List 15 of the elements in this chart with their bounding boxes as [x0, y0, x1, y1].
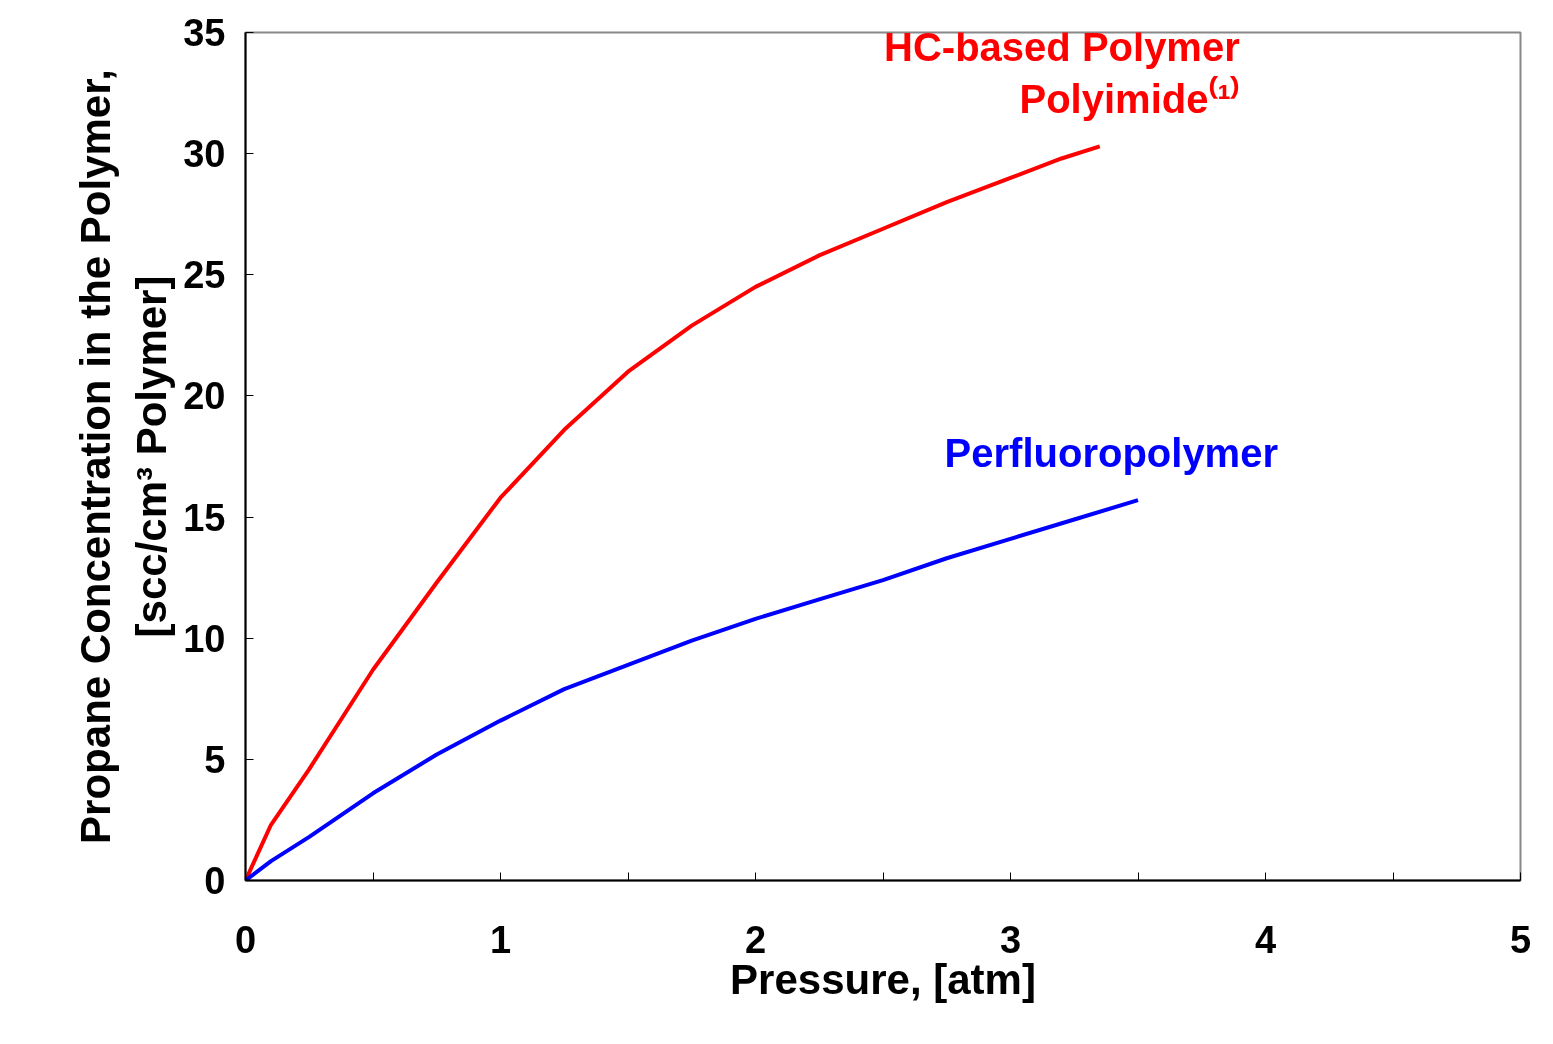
x-tick-label: 1	[489, 918, 512, 961]
y-tick-label: 20	[183, 375, 226, 418]
line-series	[245, 498, 1140, 881]
x-tick-label: 4	[1254, 918, 1277, 961]
x-tick-label: 0	[234, 918, 257, 961]
y-tick-label: 5	[204, 738, 226, 781]
y-axis-title: Propane Concentration in the Polymer, [scc/cm³ Polymer]	[71, 69, 176, 844]
y-tick-label: 30	[183, 133, 226, 176]
y-tick-label: 15	[183, 496, 226, 539]
series-label: Perfluoropolymer	[944, 431, 1279, 476]
y-tick-label: 25	[183, 254, 226, 297]
y-tick-label: 0	[204, 860, 226, 902]
y-tick-label: 35	[183, 12, 226, 54]
x-tick-label: 5	[1509, 918, 1532, 961]
y-tick-label: 10	[183, 617, 226, 660]
